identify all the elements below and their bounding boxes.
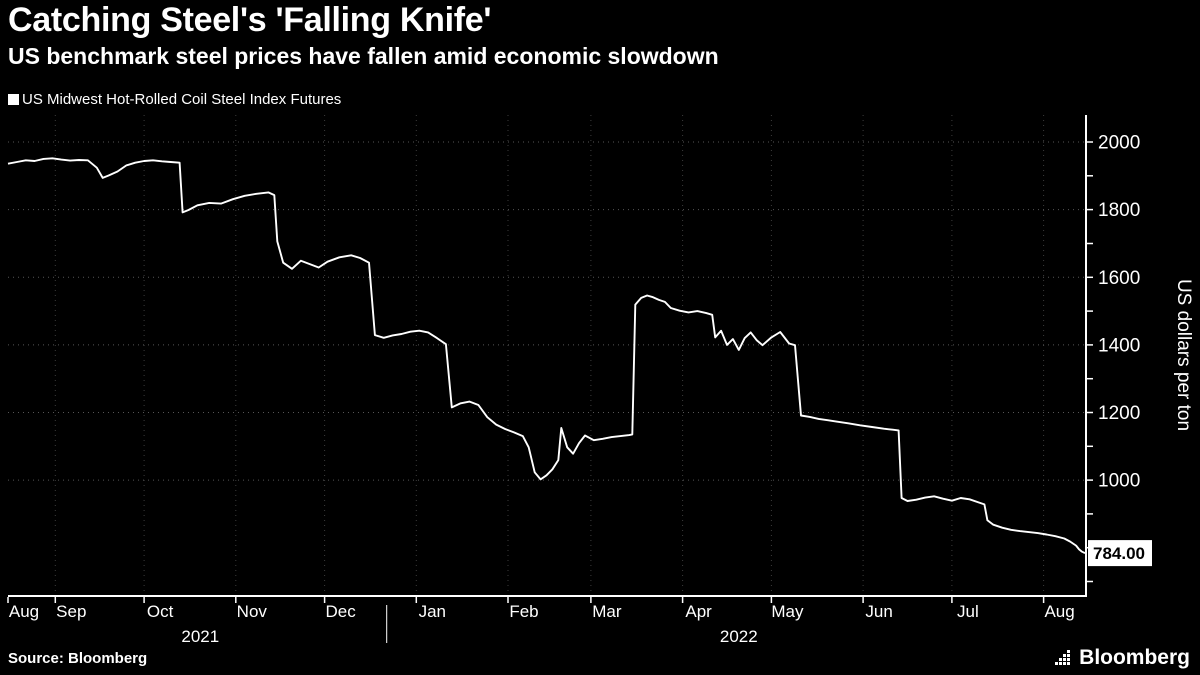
svg-text:1200: 1200 — [1098, 403, 1140, 424]
svg-text:Jan: Jan — [419, 602, 446, 621]
y-axis-title: US dollars per ton — [1173, 279, 1194, 431]
svg-text:Jul: Jul — [957, 602, 979, 621]
svg-text:1000: 1000 — [1098, 471, 1140, 492]
svg-text:Oct: Oct — [147, 602, 174, 621]
svg-text:Feb: Feb — [509, 602, 538, 621]
price-line — [7, 157, 1086, 554]
svg-text:Jun: Jun — [865, 602, 892, 621]
x-axis-labels: Aug Sep Oct Nov Dec Jan Feb Mar Apr May Jun Jul Aug 2… — [7, 597, 1075, 646]
svg-text:1600: 1600 — [1098, 268, 1140, 289]
svg-text:2021: 2021 — [181, 627, 219, 646]
svg-text:1800: 1800 — [1098, 200, 1140, 221]
svg-text:Nov: Nov — [237, 602, 268, 621]
svg-text:2022: 2022 — [720, 627, 758, 646]
svg-text:Apr: Apr — [685, 602, 712, 621]
legend: US Midwest Hot-Rolled Coil Steel Index F… — [8, 91, 341, 108]
price-chart: Aug Sep Oct Nov Dec Jan Feb Mar Apr May Jun Jul Aug 2… — [7, 115, 1194, 646]
last-value-label: 784.00 — [1088, 540, 1152, 567]
svg-text:784.00: 784.00 — [1093, 544, 1145, 563]
gridlines — [8, 115, 1085, 595]
y-axis-labels: 2000 1800 1600 1400 1200 1000 — [1087, 133, 1140, 583]
bloomberg-logo-text: Bloomberg — [1079, 646, 1190, 669]
svg-text:Mar: Mar — [592, 602, 622, 621]
bloomberg-logo-icon — [1055, 650, 1071, 665]
svg-text:2000: 2000 — [1098, 133, 1140, 154]
chart-subtitle: US benchmark steel prices have fallen am… — [8, 43, 719, 69]
svg-text:Sep: Sep — [56, 602, 86, 621]
svg-text:Aug: Aug — [1044, 602, 1074, 621]
svg-text:Dec: Dec — [325, 602, 356, 621]
source-text: Source: Bloomberg — [8, 650, 148, 667]
axes — [8, 115, 1087, 597]
legend-label: US Midwest Hot-Rolled Coil Steel Index F… — [22, 91, 342, 108]
chart-title: Catching Steel's 'Falling Knife' — [8, 1, 492, 39]
svg-text:1400: 1400 — [1098, 335, 1140, 356]
svg-text:May: May — [771, 602, 804, 621]
svg-text:Aug: Aug — [9, 602, 39, 621]
legend-marker-icon — [8, 94, 19, 105]
bloomberg-logo: Bloomberg — [1054, 646, 1190, 670]
